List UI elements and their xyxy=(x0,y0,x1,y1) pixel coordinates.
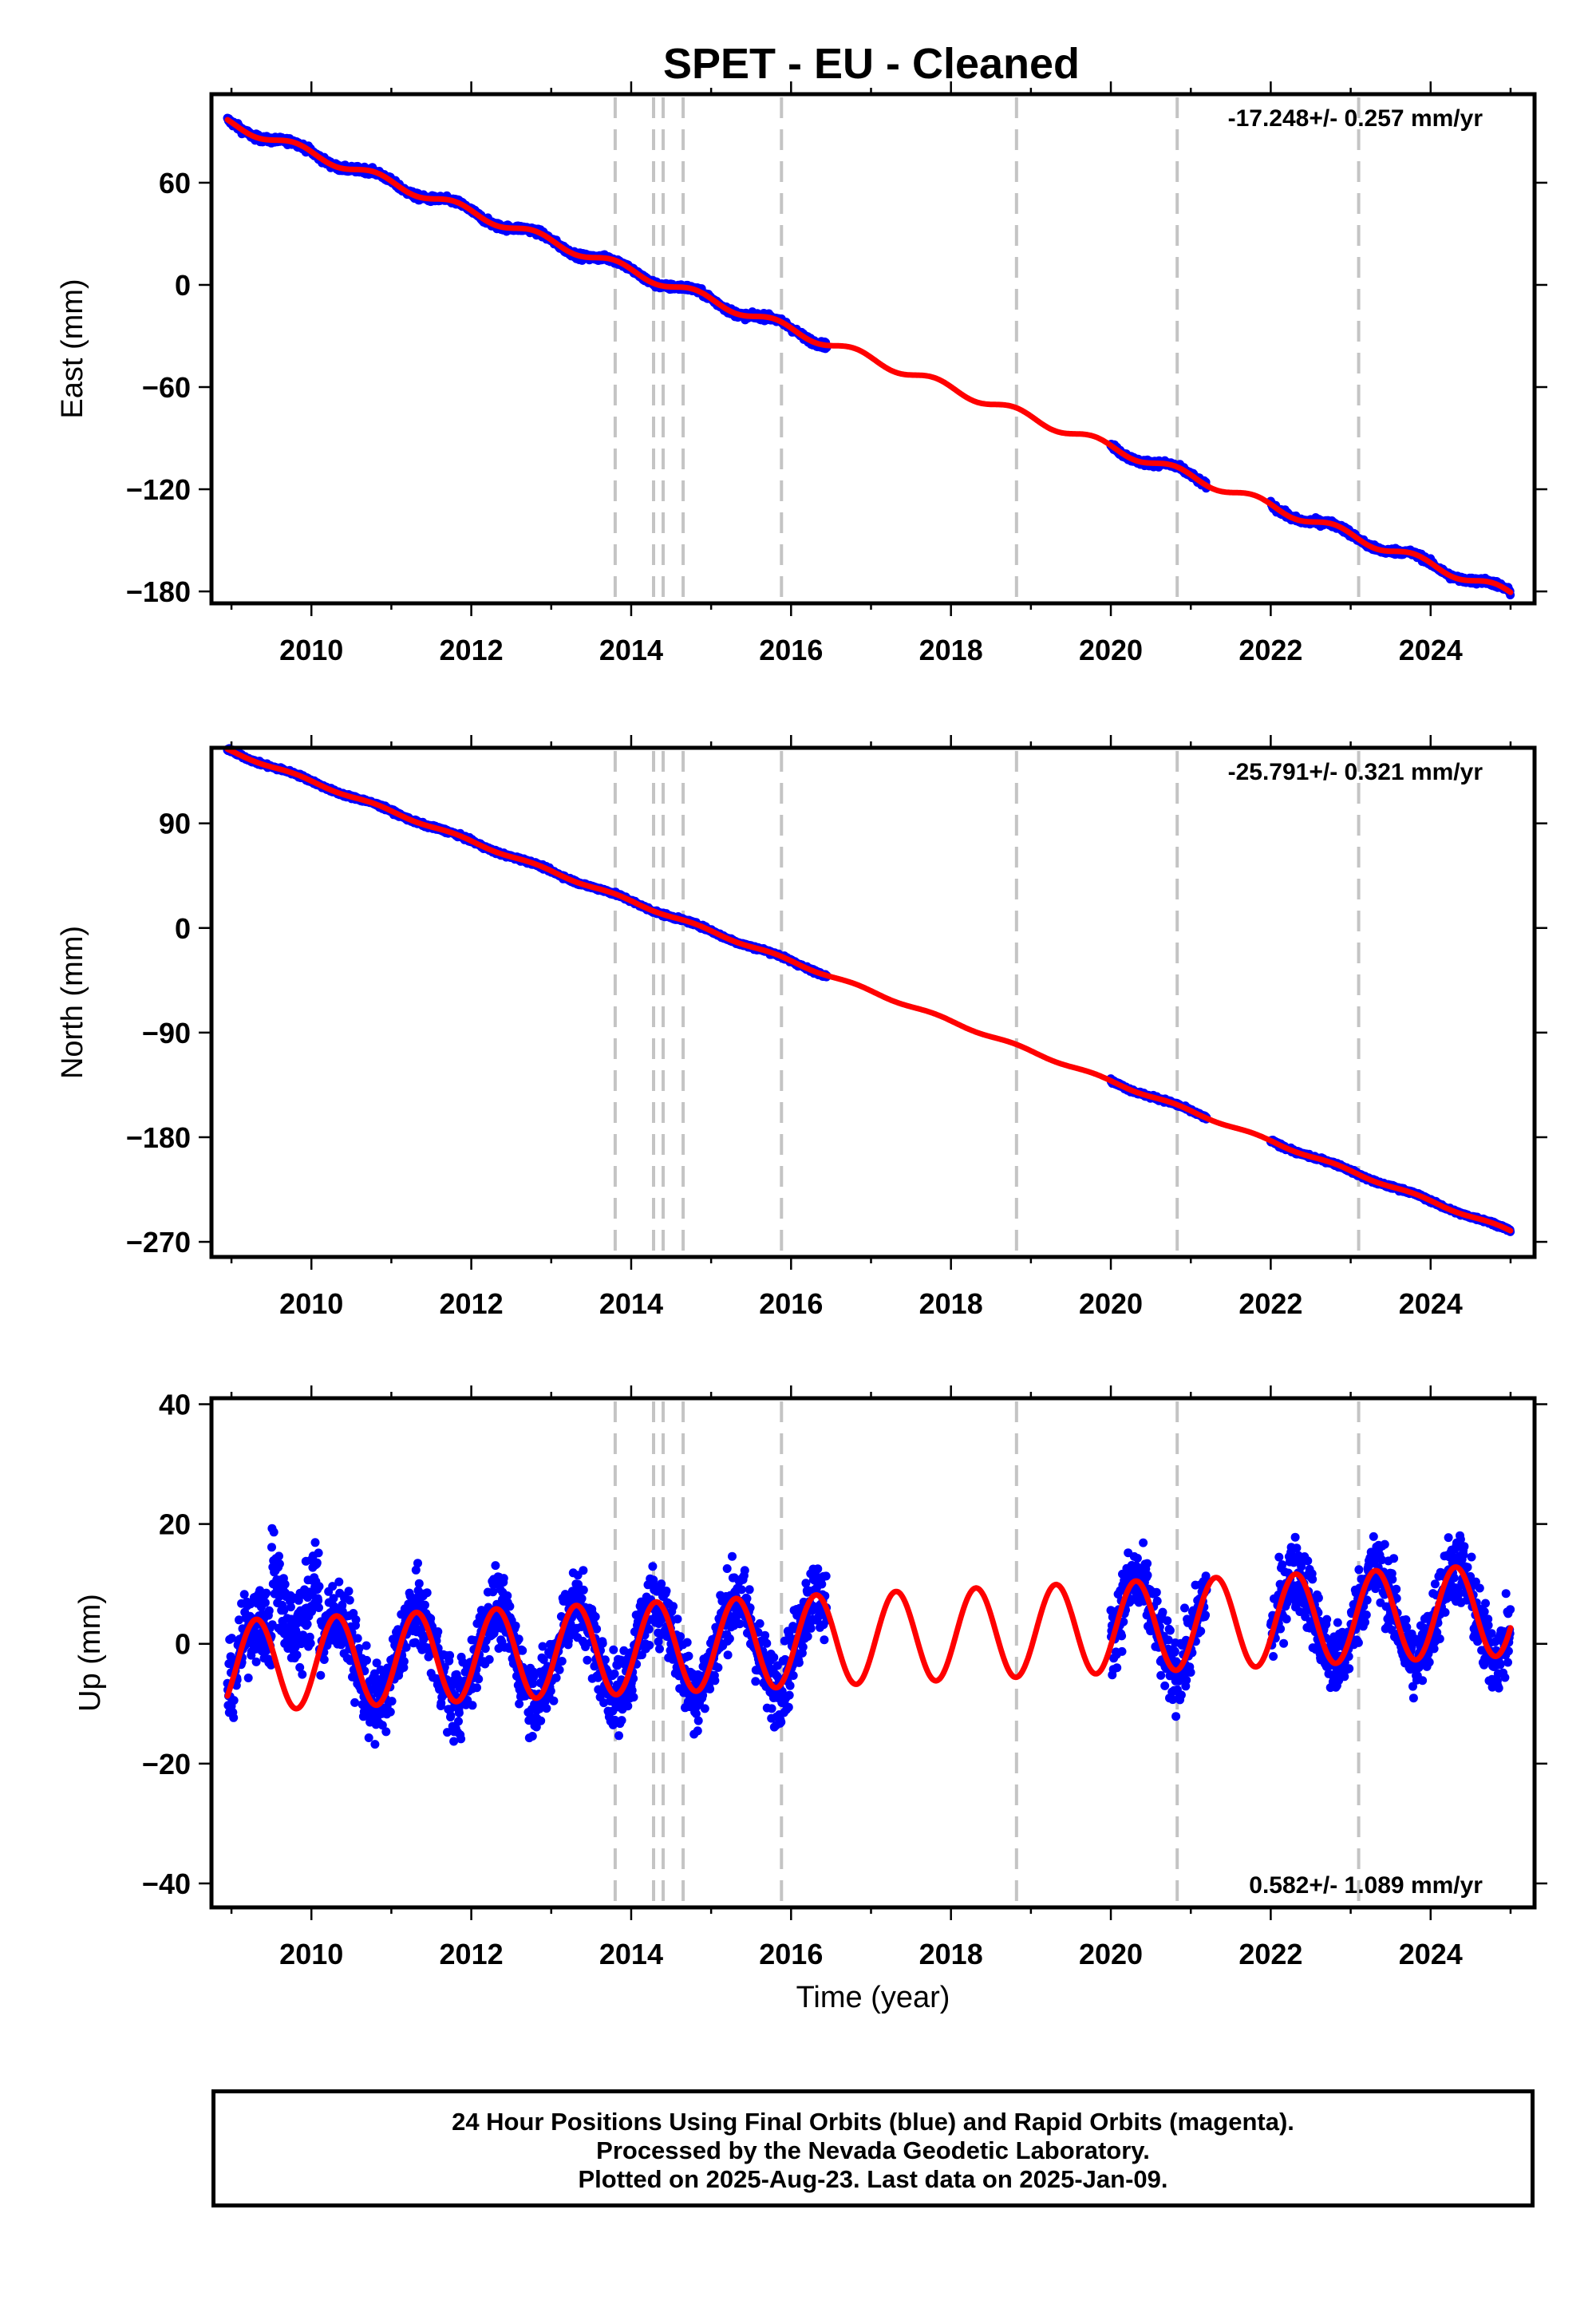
x-tick-label: 2024 xyxy=(1399,634,1463,666)
east-y-tick-labels: 60 0 −60 −120 −180 xyxy=(126,167,191,608)
x-tick-label: 2020 xyxy=(1079,634,1143,666)
y-tick-label: 0 xyxy=(175,269,191,302)
x-tick-label: 2018 xyxy=(919,634,983,666)
east-rate-label: -17.248+/- 0.257 mm/yr xyxy=(1228,105,1483,132)
x-tick-label: 2016 xyxy=(759,634,823,666)
y-tick-label: −180 xyxy=(126,575,191,608)
x-tick-label: 2014 xyxy=(599,634,663,666)
x-tick-label: 2022 xyxy=(1238,634,1302,666)
y-tick-label: 60 xyxy=(159,167,191,200)
y-tick-label: −60 xyxy=(142,371,191,404)
x-tick-label: 2012 xyxy=(440,634,504,666)
east-x-tick-labels: 2010 2012 2014 2016 2018 2020 2022 2024 xyxy=(279,634,1463,666)
north-panel: 900−90−180−270 2010 2012 2014 2016 2018 2020 2… xyxy=(56,735,1547,1320)
figure-title: SPET - EU - Cleaned xyxy=(663,40,1080,88)
east-y-axis-label: East (mm) xyxy=(56,279,89,418)
east-event-lines xyxy=(613,97,1361,600)
east-panel: 600−60−120−180 2010 2012 2014 2016 2018 2020 2… xyxy=(56,81,1547,666)
x-tick-label: 2010 xyxy=(279,634,343,666)
y-tick-label: −120 xyxy=(126,473,191,506)
north-event-lines xyxy=(613,751,1361,1254)
